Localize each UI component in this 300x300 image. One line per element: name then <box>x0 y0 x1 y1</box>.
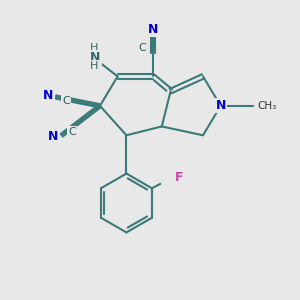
Text: N: N <box>215 99 226 112</box>
Text: C: C <box>139 44 146 53</box>
Text: CH₃: CH₃ <box>257 101 277 111</box>
Text: C: C <box>68 127 76 137</box>
Text: N: N <box>90 51 101 64</box>
Text: H: H <box>90 61 98 71</box>
Text: H: H <box>90 44 98 53</box>
Text: N: N <box>48 130 58 143</box>
Text: F: F <box>175 172 184 184</box>
Text: N: N <box>43 89 54 102</box>
Text: C: C <box>62 95 70 106</box>
Text: N: N <box>148 23 158 36</box>
